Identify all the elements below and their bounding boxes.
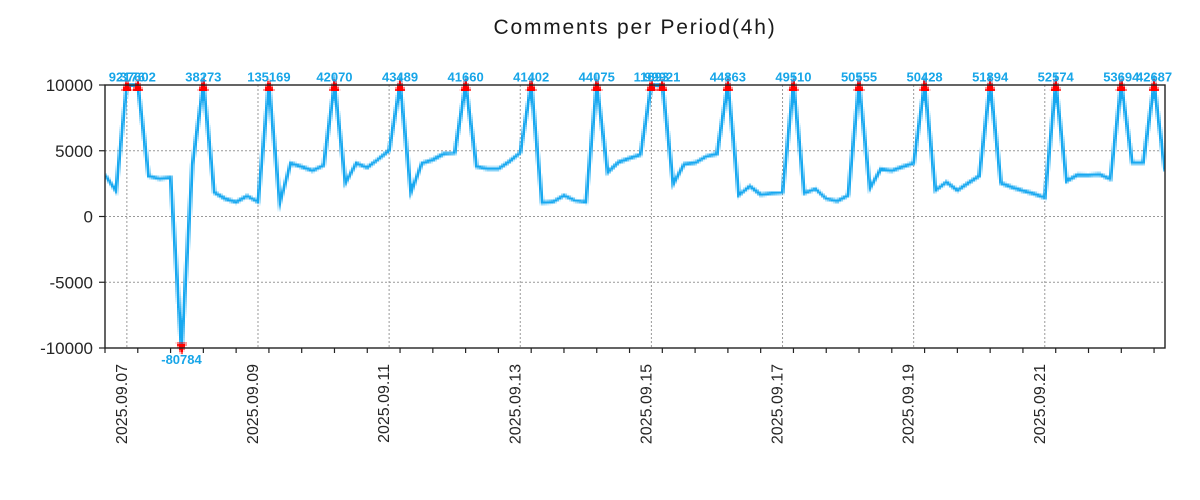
- svg-text:-5000: -5000: [50, 273, 93, 292]
- svg-text:10000: 10000: [46, 76, 93, 95]
- svg-text:50555: 50555: [841, 70, 877, 85]
- svg-text:-10000: -10000: [40, 339, 93, 358]
- svg-text:99921: 99921: [644, 70, 680, 85]
- svg-text:Comments per Period(4h): Comments per Period(4h): [494, 16, 777, 39]
- svg-text:135169: 135169: [247, 70, 290, 85]
- svg-text:43489: 43489: [382, 70, 418, 85]
- svg-text:38273: 38273: [185, 70, 221, 85]
- svg-text:2025.09.21: 2025.09.21: [1032, 364, 1049, 444]
- svg-text:51894: 51894: [972, 70, 1009, 85]
- svg-text:53694: 53694: [1103, 70, 1140, 85]
- svg-text:37602: 37602: [120, 70, 156, 85]
- svg-text:-80784: -80784: [161, 352, 202, 367]
- svg-text:41402: 41402: [513, 70, 549, 85]
- svg-text:44075: 44075: [579, 70, 615, 85]
- svg-text:2025.09.17: 2025.09.17: [770, 364, 787, 444]
- svg-text:44863: 44863: [710, 70, 746, 85]
- svg-text:2025.09.07: 2025.09.07: [114, 364, 131, 444]
- svg-text:42687: 42687: [1136, 70, 1172, 85]
- svg-text:42070: 42070: [316, 70, 352, 85]
- svg-text:2025.09.19: 2025.09.19: [901, 364, 918, 444]
- svg-text:2025.09.15: 2025.09.15: [638, 364, 655, 444]
- svg-text:2025.09.09: 2025.09.09: [245, 364, 262, 444]
- svg-text:0: 0: [84, 208, 93, 227]
- svg-text:49510: 49510: [775, 70, 811, 85]
- svg-text:2025.09.13: 2025.09.13: [507, 364, 524, 444]
- svg-text:2025.09.11: 2025.09.11: [376, 364, 393, 443]
- svg-text:41660: 41660: [448, 70, 484, 85]
- svg-text:50428: 50428: [907, 70, 943, 85]
- svg-text:5000: 5000: [55, 142, 93, 161]
- svg-text:52574: 52574: [1038, 70, 1075, 85]
